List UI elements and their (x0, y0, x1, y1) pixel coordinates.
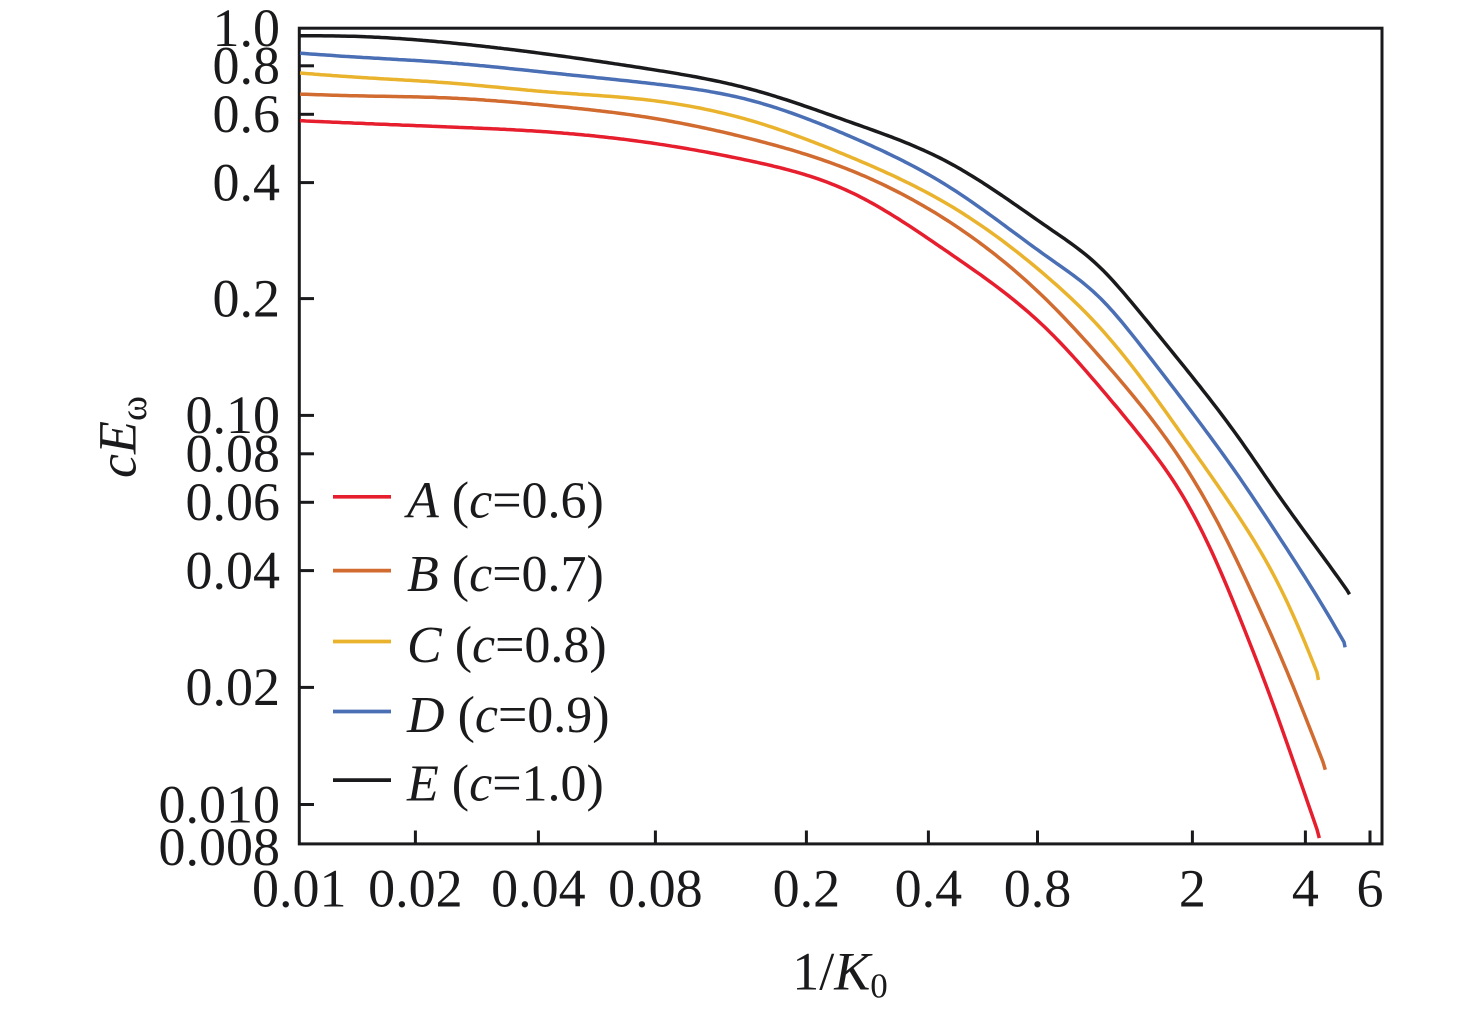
svg-text:0.8: 0.8 (1004, 858, 1072, 918)
svg-text:0.10: 0.10 (186, 385, 281, 445)
svg-text:C (c=0.8): C (c=0.8) (407, 617, 607, 674)
svg-text:4: 4 (1292, 858, 1319, 918)
svg-text:0.08: 0.08 (186, 424, 281, 484)
svg-text:0.2: 0.2 (213, 268, 281, 328)
svg-text:1.0: 1.0 (213, 0, 281, 58)
svg-text:0.4: 0.4 (213, 152, 281, 212)
svg-text:0.8: 0.8 (213, 36, 281, 96)
svg-text:0.02: 0.02 (186, 657, 281, 717)
svg-text:2: 2 (1179, 858, 1206, 918)
svg-text:0.04: 0.04 (186, 540, 281, 600)
svg-text:1/K0: 1/K0 (792, 942, 888, 1006)
svg-text:A (c=0.6): A (c=0.6) (404, 472, 604, 529)
svg-text:B (c=0.7): B (c=0.7) (407, 546, 604, 603)
svg-text:0.008: 0.008 (159, 817, 281, 877)
svg-text:0.4: 0.4 (895, 858, 963, 918)
svg-text:0.04: 0.04 (491, 858, 586, 918)
svg-text:6: 6 (1357, 858, 1384, 918)
svg-text:0.6: 0.6 (213, 84, 281, 144)
svg-text:D (c=0.9): D (c=0.9) (406, 687, 610, 744)
svg-text:0.08: 0.08 (608, 858, 703, 918)
svg-text:0.02: 0.02 (368, 858, 463, 918)
svg-text:E (c=1.0): E (c=1.0) (406, 756, 604, 813)
svg-text:0.2: 0.2 (773, 858, 841, 918)
svg-text:0.010: 0.010 (159, 774, 281, 834)
svg-text:0.01: 0.01 (252, 858, 347, 918)
svg-text:0.06: 0.06 (186, 472, 281, 532)
svg-text:cEω: cEω (88, 396, 156, 478)
